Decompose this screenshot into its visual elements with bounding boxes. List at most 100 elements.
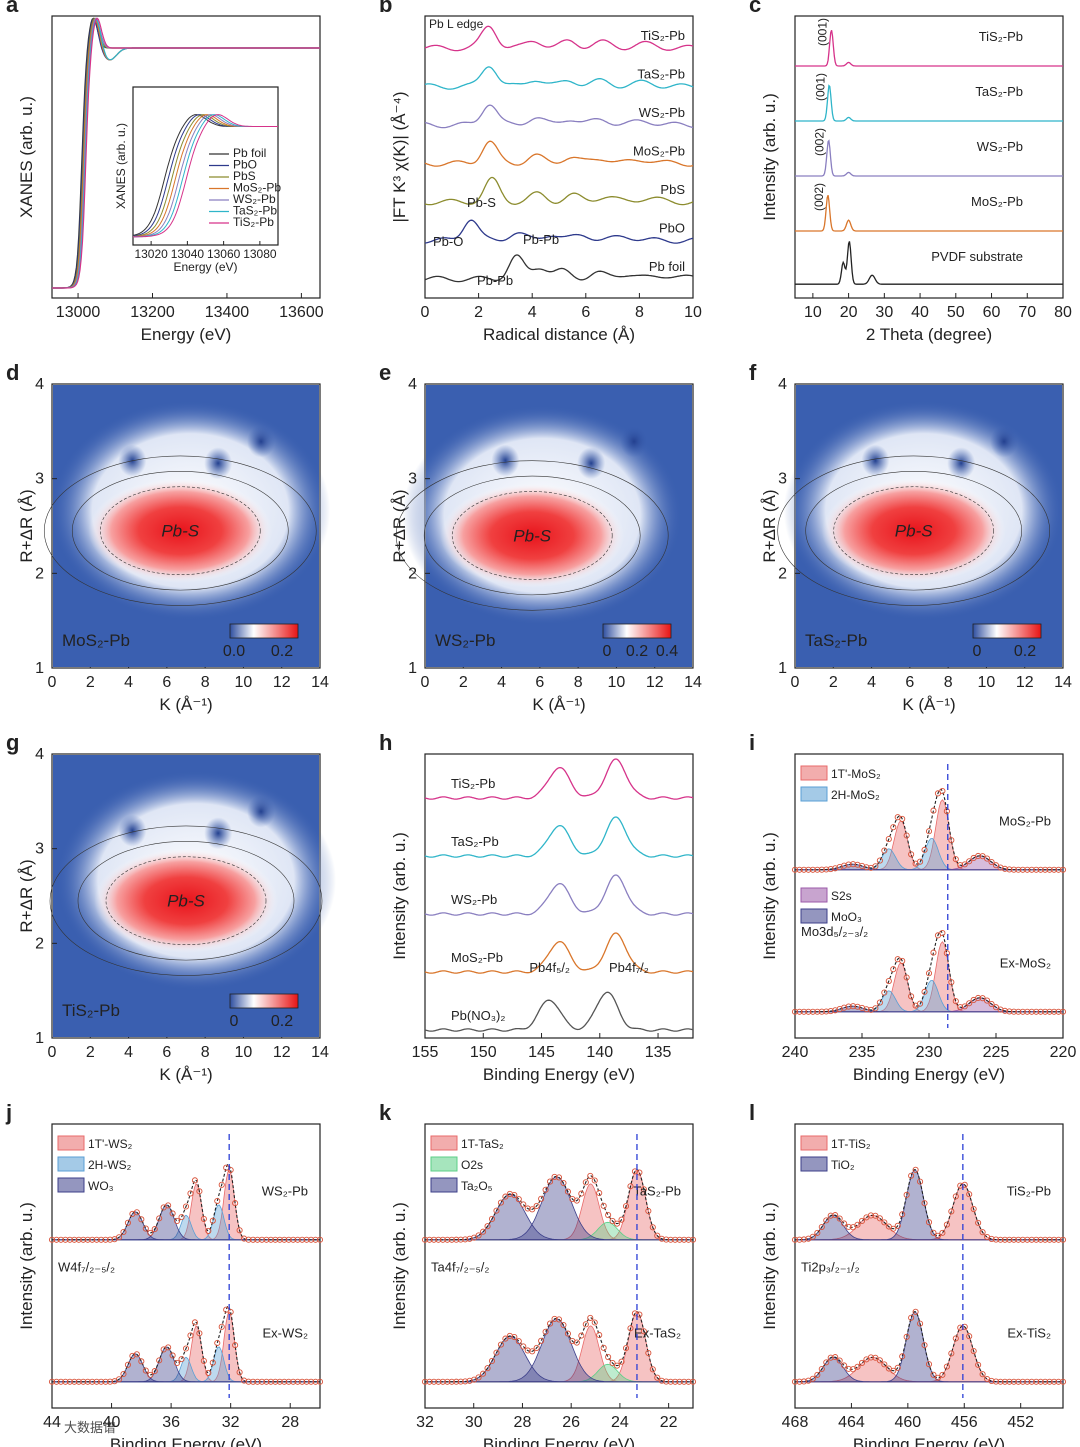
- data-point: [649, 1366, 656, 1373]
- data-point: [885, 836, 892, 843]
- data-point: [1024, 1378, 1031, 1385]
- data-point: [925, 970, 933, 977]
- data-point: [921, 1342, 928, 1349]
- inset-x-tick-label: 13080: [243, 247, 277, 261]
- data-point: [984, 855, 991, 862]
- ft-curve-MoS₂-Pb: [424, 140, 694, 167]
- series-label: Ex-TiS₂: [1007, 1325, 1051, 1340]
- legend-swatch: [430, 1156, 458, 1172]
- panel-g: g0 2 4 6 8 10 12 14K (Å⁻¹)R+ΔR (Å) Pb-STiS₂-Pb12…: [6, 730, 336, 1084]
- data-point: [872, 1005, 879, 1012]
- data-point: [245, 1236, 252, 1243]
- peak-label: Pb4f₅/₂: [529, 960, 570, 975]
- data-point: [1006, 866, 1013, 873]
- data-point: [867, 1212, 874, 1219]
- series-label: TaS₂-Pb: [633, 1183, 681, 1198]
- x-tick-label: 2: [459, 674, 468, 691]
- data-point: [493, 1349, 500, 1356]
- data-point: [218, 1181, 225, 1188]
- colorbar-tick-label: 0.2: [1014, 643, 1036, 660]
- x-tick-label: 10: [978, 674, 996, 691]
- x-tick-label: 235: [849, 1044, 876, 1061]
- contour-line: [105, 856, 267, 946]
- data-point: [564, 1330, 571, 1337]
- peak-label: (002): [813, 128, 827, 156]
- data-point: [827, 1212, 834, 1219]
- data-point: [791, 1236, 799, 1243]
- data-point: [854, 1003, 861, 1010]
- data-point: [1028, 1008, 1035, 1015]
- data-point: [290, 1378, 297, 1385]
- data-point: [53, 1236, 60, 1243]
- data-point: [551, 1173, 558, 1180]
- x-axis-label: K (Å⁻¹): [532, 695, 585, 714]
- peak-label: Pb4f₇/₂: [609, 960, 649, 975]
- data-point: [988, 1235, 995, 1243]
- series-label: PbO: [659, 221, 685, 236]
- data-point: [1024, 1236, 1031, 1243]
- xanes-curve-TiS₂-Pb: [52, 17, 320, 289]
- legend-swatch: [430, 1177, 458, 1193]
- edge-label: Pb L edge: [429, 17, 484, 31]
- data-point: [667, 1378, 674, 1385]
- panel-letter-b: b: [379, 0, 392, 17]
- data-point: [480, 1228, 487, 1235]
- data-point: [290, 1236, 297, 1243]
- data-point: [308, 1236, 315, 1243]
- data-point: [1055, 1236, 1062, 1243]
- data-point: [475, 1232, 482, 1239]
- colorbar-tick-label: 0.4: [656, 643, 678, 660]
- panel-letter-a: a: [6, 0, 19, 17]
- x-tick-label: 30: [875, 304, 893, 321]
- xps-curve-Pb(NO₃)₂: [424, 991, 694, 1032]
- data-point: [672, 1378, 679, 1385]
- data-point: [1051, 866, 1058, 873]
- data-point: [84, 1236, 91, 1243]
- peak-annotation: Pb-O: [433, 234, 463, 249]
- peak-label: Pb-S: [161, 522, 199, 541]
- data-point: [903, 1333, 910, 1340]
- data-point: [890, 824, 897, 831]
- data-point: [53, 1378, 60, 1385]
- legend-swatch: [800, 887, 828, 903]
- contour-line: [423, 475, 641, 596]
- data-point: [672, 1236, 679, 1243]
- data-point: [992, 1378, 1000, 1385]
- series-label: TiS₂-Pb: [641, 28, 685, 43]
- data-point: [267, 1378, 274, 1385]
- data-point: [555, 1316, 563, 1323]
- pb-s-hotspot: [440, 483, 625, 588]
- series-label: MoS₂-Pb: [971, 194, 1023, 209]
- data-point: [596, 1331, 603, 1339]
- colorbar-tick-label: 0.0: [223, 643, 245, 660]
- data-point: [182, 1345, 190, 1352]
- x-tick-label: 6: [905, 674, 914, 691]
- data-point: [308, 1378, 315, 1385]
- data-point: [488, 1215, 496, 1222]
- data-point: [614, 1220, 621, 1227]
- plot-frame-a: [51, 15, 321, 299]
- panel-letter-e: e: [379, 360, 391, 385]
- panel-letter-j: j: [5, 1100, 12, 1125]
- x-tick-label: 0: [421, 304, 430, 321]
- data-point: [285, 1378, 292, 1385]
- data-point: [818, 1365, 825, 1373]
- data-point: [832, 865, 839, 872]
- data-point: [1010, 866, 1017, 873]
- data-point: [462, 1378, 469, 1385]
- data-point: [912, 1308, 919, 1315]
- data-point: [578, 1332, 585, 1339]
- data-point: [524, 1347, 531, 1354]
- y-axis-label: Intensity (arb. u.): [390, 1202, 409, 1330]
- x-tick-label: 0: [791, 674, 800, 691]
- data-point: [462, 1236, 469, 1243]
- legend-swatch: [57, 1177, 85, 1193]
- y-axis-label: R+ΔR (Å): [760, 489, 779, 562]
- data-point: [1055, 1008, 1062, 1015]
- data-point: [1028, 1378, 1035, 1385]
- panel-c: c 10 20 30 40 50 60 70 80 2 Theta (degree) Intensi…: [749, 0, 1072, 344]
- data-point: [961, 1003, 968, 1010]
- data-point: [957, 862, 964, 869]
- data-point: [832, 1354, 839, 1361]
- data-point: [98, 1378, 105, 1385]
